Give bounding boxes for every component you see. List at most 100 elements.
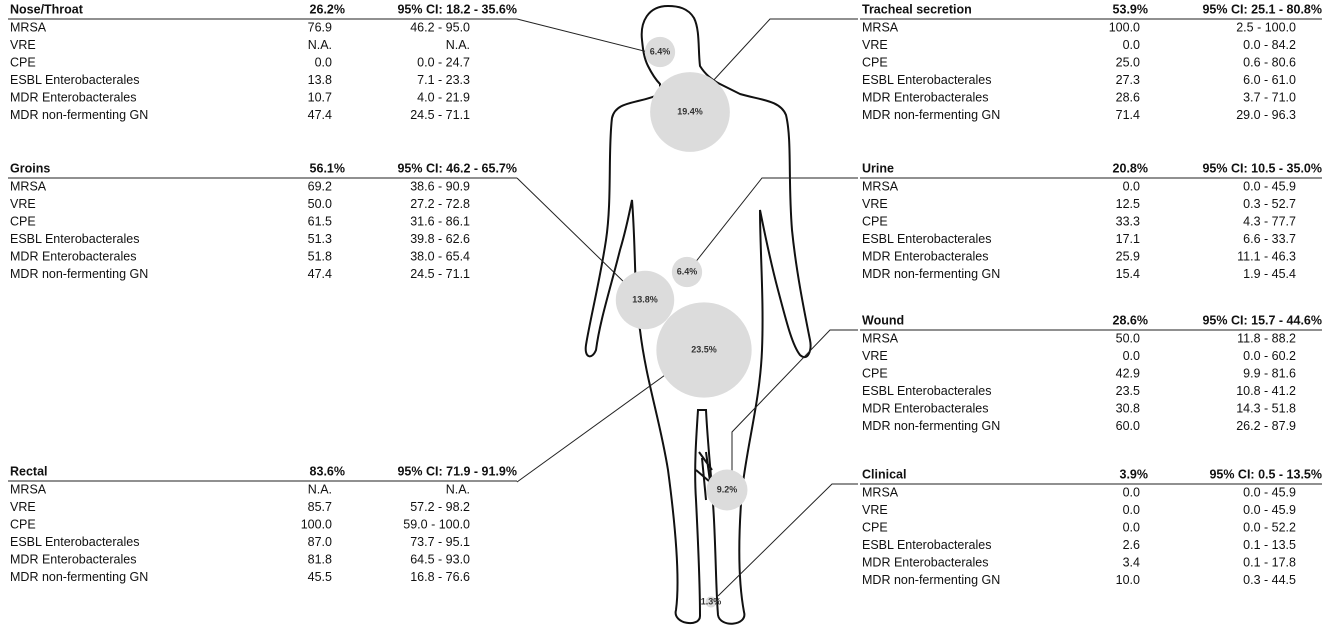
row-ci: 0.0 - 45.9 <box>1243 485 1296 499</box>
row-name: MDR Enterobacterales <box>10 552 136 566</box>
panel-percent: 26.2% <box>310 2 345 16</box>
row-value: 85.7 <box>308 500 332 514</box>
row-name: MRSA <box>862 179 899 193</box>
leader-line <box>516 177 629 287</box>
panel-ci: 95% CI: 10.5 - 35.0% <box>1202 161 1322 175</box>
row-ci: 0.0 - 84.2 <box>1243 38 1296 52</box>
panel-title: Rectal <box>10 464 48 478</box>
row-ci: 0.3 - 44.5 <box>1243 573 1296 587</box>
row-ci: 38.6 - 90.9 <box>410 179 470 193</box>
row-value: 47.4 <box>308 267 332 281</box>
row-value: 28.6 <box>1116 90 1140 104</box>
row-name: CPE <box>10 55 36 69</box>
row-ci: 29.0 - 96.3 <box>1236 108 1296 122</box>
panel: Wound 28.6% 95% CI: 15.7 - 44.6% MRSA 50.0 11… <box>860 313 1322 433</box>
row-name: ESBL Enterobacterales <box>10 73 139 87</box>
bubble <box>615 270 675 330</box>
row-ci: 0.0 - 60.2 <box>1243 349 1296 363</box>
row-value: 76.9 <box>308 20 332 34</box>
row-value: 3.4 <box>1123 555 1140 569</box>
bubble <box>671 256 703 288</box>
row-value: 100.0 <box>1109 20 1140 34</box>
panel-ci: 95% CI: 46.2 - 65.7% <box>397 161 517 175</box>
bubble-label: 19.4% <box>677 106 703 116</box>
row-ci: 24.5 - 71.1 <box>410 108 470 122</box>
row-name: MDR Enterobacterales <box>10 249 136 263</box>
leader-line <box>516 18 649 53</box>
panel: Nose/Throat 26.2% 95% CI: 18.2 - 35.6% MRSA… <box>8 2 517 122</box>
row-name: MDR non-fermenting GN <box>862 267 1000 281</box>
row-value: N.A. <box>308 38 332 52</box>
panel-title: Urine <box>862 161 894 175</box>
row-ci: 64.5 - 93.0 <box>410 552 470 566</box>
row-value: 15.4 <box>1116 267 1140 281</box>
bubble-label: 9.2% <box>717 484 738 494</box>
row-ci: 57.2 - 98.2 <box>410 500 470 514</box>
panel-percent: 56.1% <box>310 161 345 175</box>
row-value: 0.0 <box>1123 349 1140 363</box>
row-value: N.A. <box>308 482 332 496</box>
row-ci: 0.0 - 45.9 <box>1243 503 1296 517</box>
panel-title: Groins <box>10 161 50 175</box>
row-value: 25.9 <box>1116 249 1140 263</box>
row-value: 0.0 <box>1123 38 1140 52</box>
row-name: MRSA <box>862 20 899 34</box>
panel-title: Tracheal secretion <box>862 2 972 16</box>
row-ci: 31.6 - 86.1 <box>410 214 470 228</box>
row-value: 12.5 <box>1116 197 1140 211</box>
leader-lines <box>516 18 858 597</box>
row-name: VRE <box>10 197 36 211</box>
leader-line <box>711 18 858 83</box>
row-name: ESBL Enterobacterales <box>862 538 991 552</box>
row-name: MRSA <box>10 20 47 34</box>
row-ci: 0.1 - 13.5 <box>1243 538 1296 552</box>
panel: Tracheal secretion 53.9% 95% CI: 25.1 - 80… <box>860 2 1322 122</box>
panel: Clinical 3.9% 95% CI: 0.5 - 13.5% MRSA 0.0 0.… <box>860 467 1322 587</box>
row-ci: 4.0 - 21.9 <box>417 90 470 104</box>
bubble-label: 23.5% <box>691 344 717 354</box>
row-value: 10.0 <box>1116 573 1140 587</box>
row-ci: 0.0 - 45.9 <box>1243 179 1296 193</box>
row-name: MRSA <box>862 485 899 499</box>
row-value: 81.8 <box>308 552 332 566</box>
row-name: ESBL Enterobacterales <box>862 232 991 246</box>
panel-ci: 95% CI: 15.7 - 44.6% <box>1202 313 1322 327</box>
row-ci: 0.1 - 17.8 <box>1243 555 1296 569</box>
body-outline <box>584 4 812 625</box>
row-ci: 39.8 - 62.6 <box>410 232 470 246</box>
panel: Urine 20.8% 95% CI: 10.5 - 35.0% MRSA 0.0 0.0… <box>860 161 1322 281</box>
row-name: CPE <box>10 517 36 531</box>
row-name: CPE <box>862 366 888 380</box>
row-value: 27.3 <box>1116 73 1140 87</box>
bubble <box>656 302 752 398</box>
row-name: ESBL Enterobacterales <box>862 384 991 398</box>
row-name: VRE <box>862 503 888 517</box>
row-ci: 9.9 - 81.6 <box>1243 366 1296 380</box>
panel: Groins 56.1% 95% CI: 46.2 - 65.7% MRSA 69.2 3… <box>8 161 517 281</box>
row-name: VRE <box>10 38 36 52</box>
row-name: CPE <box>862 520 888 534</box>
row-value: 100.0 <box>301 517 332 531</box>
row-value: 61.5 <box>308 214 332 228</box>
row-value: 23.5 <box>1116 384 1140 398</box>
leader-line <box>731 329 858 474</box>
row-name: MDR non-fermenting GN <box>862 573 1000 587</box>
row-name: MDR Enterobacterales <box>862 555 988 569</box>
row-ci: 6.0 - 61.0 <box>1243 73 1296 87</box>
row-ci: 7.1 - 23.3 <box>417 73 470 87</box>
row-value: 0.0 <box>1123 503 1140 517</box>
row-name: MRSA <box>862 331 899 345</box>
row-value: 47.4 <box>308 108 332 122</box>
row-ci: 73.7 - 95.1 <box>410 535 470 549</box>
bubble <box>706 469 748 511</box>
row-name: MRSA <box>10 482 47 496</box>
row-ci: 26.2 - 87.9 <box>1236 419 1296 433</box>
row-ci: 6.6 - 33.7 <box>1243 232 1296 246</box>
panel-percent: 83.6% <box>310 464 345 478</box>
row-value: 25.0 <box>1116 55 1140 69</box>
row-name: CPE <box>10 214 36 228</box>
row-name: CPE <box>862 214 888 228</box>
panel-percent: 3.9% <box>1120 467 1149 481</box>
row-value: 0.0 <box>1123 485 1140 499</box>
leader-line <box>693 177 858 265</box>
